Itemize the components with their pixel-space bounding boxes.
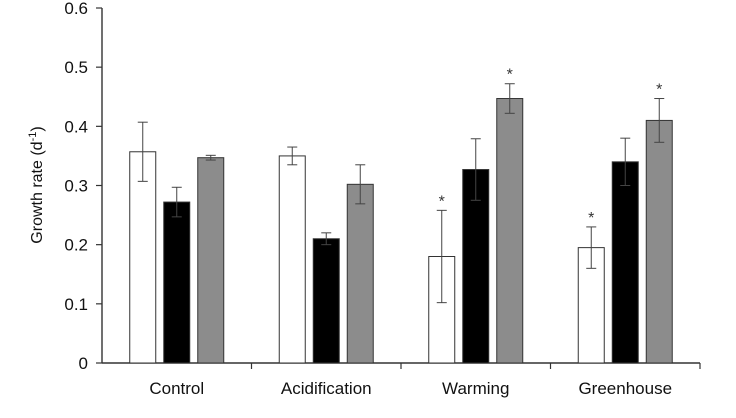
y-tick-label: 0.2 — [64, 236, 88, 255]
y-tick-label: 0.4 — [64, 117, 88, 136]
y-tick-label: 0.5 — [64, 58, 88, 77]
significance-star: * — [507, 67, 513, 84]
bar-warming-2 — [462, 169, 490, 364]
category-labels: Control Acidification Warming Greenhouse — [149, 379, 672, 398]
bar-acidification-1 — [278, 155, 306, 364]
bar-control-3 — [197, 157, 225, 364]
y-tick-label: 0.6 — [64, 0, 88, 18]
bar-warming-3 — [496, 98, 524, 364]
bar-control-1 — [129, 151, 157, 364]
x-ticks — [250, 363, 701, 369]
y-tick-label: 0 — [79, 354, 88, 373]
significance-star: * — [656, 82, 662, 99]
significance-markers: * * * * — [439, 67, 663, 227]
y-tick-label: 0.1 — [64, 295, 88, 314]
category-label: Greenhouse — [578, 379, 672, 398]
significance-star: * — [588, 210, 594, 227]
bar-acidification-2 — [312, 238, 340, 364]
category-label: Acidification — [281, 379, 372, 398]
error-bars — [137, 83, 665, 304]
category-label: Control — [149, 379, 204, 398]
bar-acidification-3 — [346, 183, 374, 364]
bar-greenhouse-1 — [577, 247, 605, 364]
y-axis-title: Growth rate (d-1) — [27, 126, 46, 243]
significance-star: * — [439, 193, 445, 210]
bar-greenhouse-3 — [645, 119, 673, 364]
bars — [129, 98, 673, 364]
bar-greenhouse-2 — [611, 161, 639, 364]
y-ticks: 0 0.1 0.2 0.3 0.4 0.5 0.6 — [64, 0, 102, 373]
y-tick-label: 0.3 — [64, 177, 88, 196]
bar-control-2 — [163, 201, 191, 364]
category-label: Warming — [442, 379, 509, 398]
axes — [101, 8, 700, 364]
